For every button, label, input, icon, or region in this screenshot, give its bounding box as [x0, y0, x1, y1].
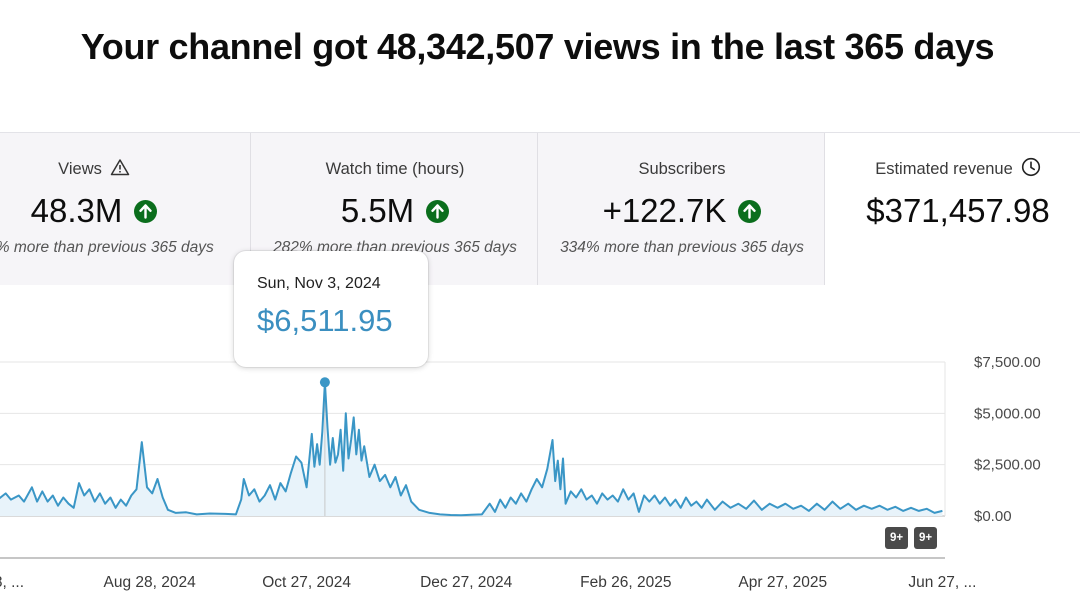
y-tick-label: $0.00	[974, 508, 1012, 525]
x-tick-label: Apr 27, 2025	[738, 574, 827, 591]
series-area	[0, 382, 943, 516]
x-tick-label: Jun 27, ...	[908, 574, 976, 591]
annotation-badge[interactable]: 9+	[914, 527, 937, 549]
arrow-up-icon	[738, 199, 762, 223]
annotation-badge[interactable]: 9+	[885, 527, 908, 549]
x-tick-label: Jun 28, ...	[0, 574, 24, 591]
y-tick-label: $2,500.00	[974, 457, 1041, 474]
page-headline: Your channel got 48,342,507 views in the…	[80, 26, 995, 67]
tooltip-value: $6,511.95	[257, 303, 393, 338]
metric-label: Subscribers	[638, 159, 726, 178]
metric-value: 48.3M	[30, 192, 123, 229]
x-tick-label: Feb 26, 2025	[580, 574, 671, 591]
tooltip-date: Sun, Nov 3, 2024	[257, 275, 381, 292]
metric-delta: 334% more than previous 365 days	[560, 239, 804, 256]
metric-label: Estimated revenue	[875, 159, 1013, 178]
metric-card-estimated-revenue[interactable]: Estimated revenue $371,457.98	[825, 133, 1080, 285]
metric-card-views[interactable]: Views 48.3M ...2% more than previous 365…	[0, 133, 251, 285]
x-tick-label: Oct 27, 2024	[262, 574, 351, 591]
x-tick-label: Dec 27, 2024	[420, 574, 513, 591]
metric-value: $371,457.98	[866, 192, 1050, 229]
metric-value: 5.5M	[340, 192, 415, 229]
metric-card-subscribers[interactable]: Subscribers +122.7K 334% more than previ…	[538, 133, 825, 285]
y-tick-label: $7,500.00	[974, 354, 1041, 371]
metric-label: Watch time (hours)	[325, 159, 465, 178]
clock-icon[interactable]	[1021, 157, 1041, 182]
chart-tooltip: Sun, Nov 3, 2024 $6,511.95	[234, 251, 428, 367]
arrow-up-icon	[426, 199, 450, 223]
series-line	[0, 381, 943, 517]
metric-label: Views	[58, 159, 102, 178]
highlight-point	[319, 377, 330, 388]
x-tick-label: Aug 28, 2024	[103, 574, 196, 591]
warning-icon[interactable]	[110, 158, 130, 181]
metric-delta: ...2% more than previous 365 days	[0, 239, 214, 256]
y-tick-label: $5,000.00	[974, 405, 1041, 422]
metric-value: +122.7K	[602, 192, 727, 229]
arrow-up-icon	[134, 199, 158, 223]
